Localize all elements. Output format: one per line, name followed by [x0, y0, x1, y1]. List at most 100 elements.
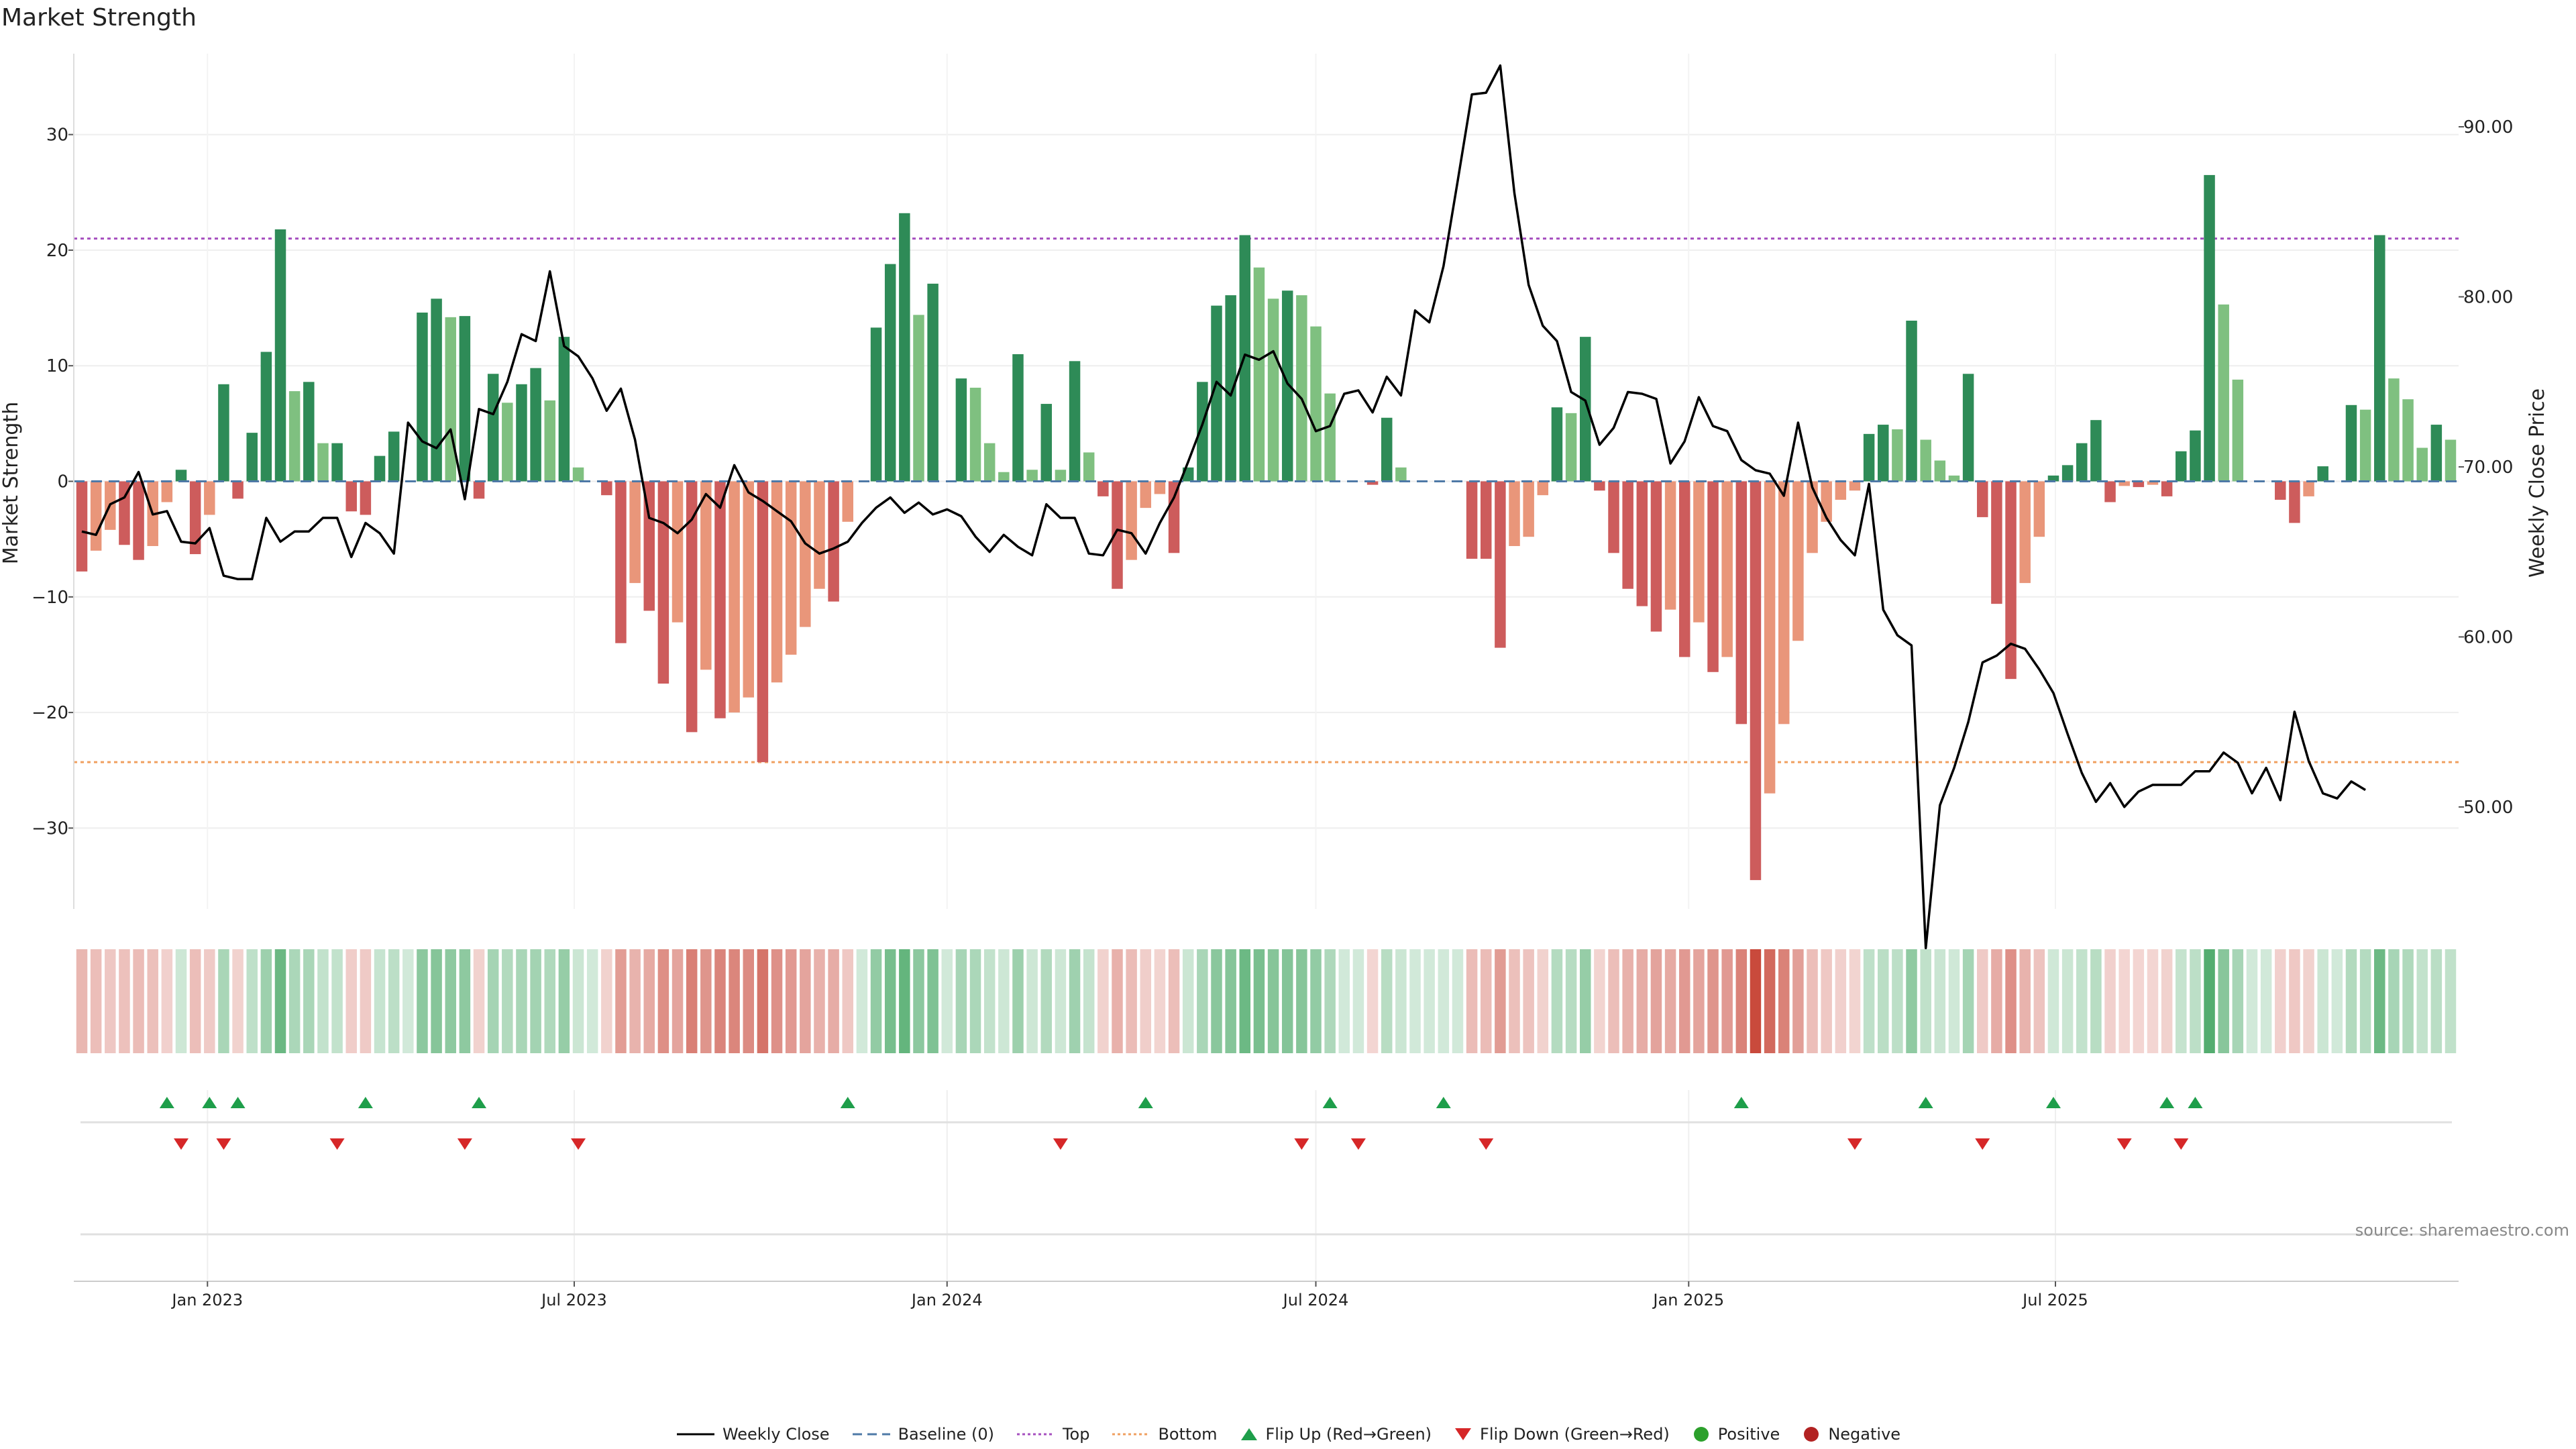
strength-bar: [1112, 481, 1123, 589]
heat-cell: [1920, 949, 1931, 1053]
strength-bar: [757, 481, 769, 763]
heat-cell: [1239, 949, 1251, 1053]
heat-cell: [360, 949, 372, 1053]
heat-cell: [771, 949, 783, 1053]
heat-cell: [800, 949, 811, 1053]
legend-label: Negative: [1828, 1425, 1901, 1444]
strength-heat-strip: [76, 949, 2457, 1053]
strength-bar: [388, 431, 400, 482]
flip-up-marker: [2188, 1097, 2203, 1108]
heat-cell: [2402, 949, 2414, 1053]
heat-cell: [586, 949, 598, 1053]
flip-up-marker: [1138, 1097, 1153, 1108]
heat-cell: [544, 949, 555, 1053]
heat-cell: [1083, 949, 1095, 1053]
strength-bar: [417, 312, 428, 482]
strength-bar: [1594, 481, 1605, 491]
heat-cell: [530, 949, 541, 1053]
heat-cell: [1664, 949, 1676, 1053]
strength-bar: [1849, 481, 1861, 491]
flip-up-marker: [230, 1097, 246, 1108]
heat-cell: [303, 949, 315, 1053]
strength-bar: [629, 481, 641, 584]
heat-cell: [1750, 949, 1762, 1053]
strength-bar: [2161, 481, 2173, 496]
legend-label: Flip Down (Green→Red): [1480, 1425, 1670, 1444]
flip-up-marker: [1322, 1097, 1338, 1108]
heat-cell: [1409, 949, 1421, 1053]
legend-item-baseline: Baseline (0): [851, 1425, 994, 1444]
strength-bar: [1622, 481, 1633, 589]
heat-cell: [2047, 949, 2059, 1053]
heat-cell: [1509, 949, 1520, 1053]
heat-cell: [1267, 949, 1279, 1053]
heat-cell: [1764, 949, 1776, 1053]
heat-cell: [1906, 949, 1917, 1053]
strength-bar: [1126, 481, 1137, 560]
strength-bar: [686, 481, 698, 733]
flip-down-marker: [1053, 1138, 1068, 1150]
strength-bar: [1083, 452, 1095, 482]
strength-bar: [1395, 467, 1407, 482]
flip-up-marker: [159, 1097, 174, 1108]
strength-bar: [2147, 481, 2159, 485]
strength-bar: [331, 443, 343, 482]
heat-cell: [502, 949, 513, 1053]
heat-cell: [2388, 949, 2400, 1053]
heat-cell: [927, 949, 938, 1053]
strength-bar: [643, 481, 655, 611]
strength-bar: [1948, 475, 1960, 482]
strength-bar: [2374, 235, 2385, 482]
heat-cell: [615, 949, 627, 1053]
heat-cell: [2359, 949, 2371, 1053]
heat-cell: [189, 949, 201, 1053]
heat-cell: [2133, 949, 2145, 1053]
heat-cell: [856, 949, 868, 1053]
weekly-close-series: [81, 64, 2367, 950]
strength-bar: [2118, 481, 2130, 486]
flip-up-marker: [2045, 1097, 2061, 1108]
heat-cell: [119, 949, 130, 1053]
strength-bar: [2275, 481, 2286, 500]
heat-cell: [2289, 949, 2300, 1053]
heat-cell: [1721, 949, 1733, 1053]
x-tick-label: Jan 2025: [1652, 1291, 1724, 1309]
heat-cell: [1650, 949, 1662, 1053]
heat-cell: [1707, 949, 1719, 1053]
heat-cell: [1253, 949, 1265, 1053]
strength-bar: [2005, 481, 2017, 680]
strength-bar: [274, 229, 286, 482]
legend: Weekly Close Baseline (0) Top Bottom Fli…: [0, 1425, 2576, 1444]
strength-bar: [1040, 404, 1053, 482]
heat-cell: [487, 949, 499, 1053]
strength-bar: [345, 481, 357, 512]
strength-bar: [1381, 417, 1393, 482]
heat-cell: [729, 949, 740, 1053]
strength-bar: [615, 481, 627, 643]
heat-cell: [1452, 949, 1464, 1053]
heat-cell: [2430, 949, 2443, 1053]
strength-bar: [2289, 481, 2300, 523]
strength-bar: [899, 213, 910, 482]
flip-down-marker: [571, 1138, 586, 1150]
heat-cell: [1026, 949, 1038, 1053]
heat-cell: [1211, 949, 1222, 1053]
strength-bar: [2388, 378, 2400, 482]
strength-bar: [743, 481, 755, 698]
flip-down-marker: [1479, 1138, 1494, 1150]
x-tick-label: Jul 2023: [540, 1291, 607, 1309]
heat-cell: [218, 949, 229, 1053]
heat-cell: [1466, 949, 1478, 1053]
right-tick-label: 50.00: [2463, 798, 2513, 818]
heat-cell: [175, 949, 187, 1053]
heat-cell: [2260, 949, 2272, 1053]
left-tick-label: −10: [32, 588, 68, 608]
strength-bar: [303, 382, 315, 482]
strength-bar: [572, 467, 584, 482]
heat-cell: [1225, 949, 1236, 1053]
heat-cell: [1480, 949, 1492, 1053]
flip-down-marker: [2116, 1138, 2132, 1150]
heat-cell: [2204, 949, 2215, 1053]
x-tick-label: Jan 2024: [910, 1291, 983, 1309]
heat-cell: [147, 949, 158, 1053]
